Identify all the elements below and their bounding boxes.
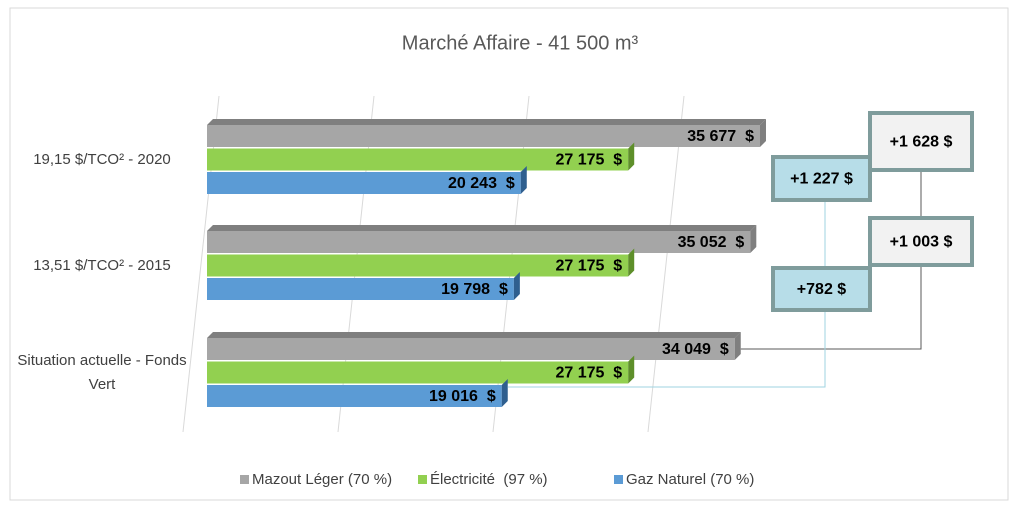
bar-top <box>207 119 766 125</box>
bar-side <box>734 332 741 360</box>
data-label: 27 175 $ <box>555 365 622 382</box>
annotation-box <box>771 155 872 202</box>
bar-side <box>628 355 635 384</box>
y-tick-label: 19,15 $/TCO² - 2020 <box>33 150 171 168</box>
annotation: +1 628 $ <box>890 134 953 151</box>
bar-top <box>207 332 741 338</box>
bar <box>207 148 629 171</box>
bar-side <box>750 225 757 253</box>
legend-label: Gaz Naturel (70 %) <box>626 471 754 488</box>
legend-label: Électricité (97 %) <box>430 471 548 488</box>
legend-swatch <box>614 475 623 484</box>
chart-title: Marché Affaire - 41 500 m³ <box>402 32 639 54</box>
annotation: +1 003 $ <box>890 234 953 251</box>
annotation: +782 $ <box>797 281 846 298</box>
y-tick-label: 13,51 $/TCO² - 2015 <box>33 256 171 274</box>
bar <box>207 254 629 277</box>
legend-label: Mazout Léger (70 %) <box>252 471 392 488</box>
connector <box>740 265 922 350</box>
bar <box>207 338 735 360</box>
data-label: 19 798 $ <box>441 281 508 298</box>
data-label: 35 677 $ <box>687 128 754 145</box>
annotation: +1 227 $ <box>790 171 853 188</box>
grid-line <box>647 95 685 433</box>
bar-side <box>520 166 527 194</box>
bar-side <box>628 248 635 277</box>
connector <box>507 310 826 388</box>
bar-side <box>759 119 766 147</box>
bar-side <box>628 142 635 171</box>
bar <box>207 385 502 407</box>
data-label: 35 052 $ <box>678 234 745 251</box>
chart-border <box>9 7 1009 501</box>
annotation-box <box>771 266 872 312</box>
bar-side <box>501 379 508 407</box>
annotation-box <box>868 216 974 267</box>
bar <box>207 125 760 147</box>
bar-top <box>207 225 757 231</box>
data-label: 19 016 $ <box>429 388 496 405</box>
bar <box>207 361 629 384</box>
bar <box>207 172 521 194</box>
bar-side <box>513 272 520 300</box>
legend-swatch <box>418 475 427 484</box>
annotation-box <box>868 111 974 172</box>
data-label: 20 243 $ <box>448 175 515 192</box>
bar <box>207 231 751 253</box>
y-tick-label: Situation actuelle - Fonds Vert <box>17 351 187 393</box>
data-label: 27 175 $ <box>555 152 622 169</box>
data-label: 27 175 $ <box>555 258 622 275</box>
legend-swatch <box>240 475 249 484</box>
bar <box>207 278 514 300</box>
data-label: 34 049 $ <box>662 341 729 358</box>
